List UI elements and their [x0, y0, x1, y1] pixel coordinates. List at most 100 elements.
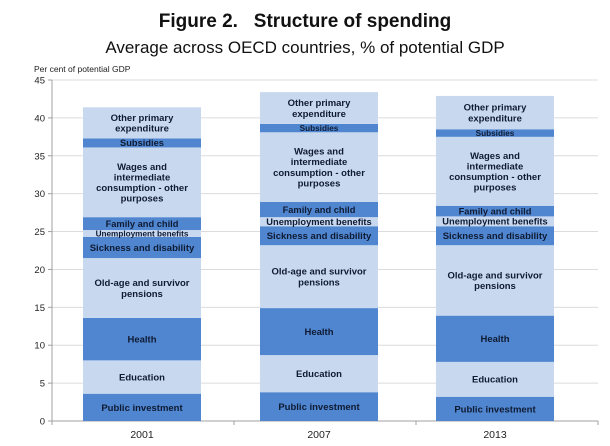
segment-label-line: Sickness and disability: [90, 243, 195, 254]
chart-subtitle: Average across OECD countries, % of pote…: [105, 38, 505, 57]
segment-label-line: Unemployment benefits: [266, 217, 371, 227]
segment-label: Old-age and survivor pensions: [94, 278, 189, 300]
segment-label-line: consumption - other: [273, 168, 365, 179]
segment-label-line: intermediate: [114, 172, 171, 183]
segment-label-line: pensions: [298, 277, 340, 288]
y-tick-label: 5: [40, 379, 45, 390]
segment-label-line: Other primary: [464, 103, 528, 114]
bar-segment: [436, 245, 554, 316]
bar-segment: [260, 123, 378, 133]
bar-segment: [260, 226, 378, 246]
segment-label: Sickness and disability: [267, 231, 372, 242]
segment-label: Health: [480, 334, 509, 345]
segment-label-line: expenditure: [292, 109, 346, 120]
segment-label-line: Other primary: [111, 113, 175, 124]
bar-segment: [436, 129, 554, 137]
y-tick-label: 35: [34, 151, 45, 162]
bar-segment: [83, 258, 201, 318]
segment-label-line: Family and child: [283, 205, 356, 215]
segment-label: Family and child: [283, 205, 356, 215]
segment-label-line: Old-age and survivor: [94, 278, 189, 289]
segment-label-line: Public investment: [454, 404, 536, 415]
bar-segment: [436, 95, 554, 130]
segment-label: Sickness and disability: [443, 231, 548, 242]
segment-label-line: Other primary: [288, 98, 352, 109]
segment-label: Subsidies: [476, 129, 515, 138]
segment-label-line: purposes: [474, 183, 517, 194]
y-tick-label: 15: [34, 303, 45, 314]
segment-label-line: Subsidies: [476, 129, 515, 138]
segment-label-line: purposes: [121, 194, 164, 205]
bar-segment: [83, 230, 201, 237]
segment-label: Unemployment benefits: [96, 229, 189, 238]
y-tick-label: 30: [34, 189, 45, 200]
segment-label: Subsidies: [120, 138, 164, 148]
bar-segment: [260, 132, 378, 203]
segment-label-line: pensions: [121, 289, 163, 300]
segment-label-line: Sickness and disability: [443, 231, 548, 242]
segment-label-line: Wages and: [117, 162, 167, 173]
segment-label: Public investment: [454, 404, 536, 415]
y-tick-label: 45: [34, 76, 45, 87]
segment-label-line: Education: [472, 375, 518, 386]
y-tick-label: 0: [40, 417, 45, 428]
segment-label-line: Sickness and disability: [267, 231, 372, 242]
bar-segment: [260, 92, 378, 124]
segment-label-line: expenditure: [468, 113, 522, 124]
segment-label: Other primary expenditure: [111, 113, 175, 135]
segment-label-line: consumption - other: [449, 172, 541, 183]
segment-label: Wages and intermediate consumption - other…: [273, 147, 365, 190]
segment-label: Other primary expenditure: [464, 103, 528, 125]
segment-label: Sickness and disability: [90, 243, 195, 254]
bar-segment: [260, 217, 378, 227]
bar-segment: [436, 136, 554, 206]
segment-label: Subsidies: [300, 124, 339, 133]
y-tick-label: 10: [34, 341, 45, 352]
segment-label: Family and child: [459, 206, 532, 216]
segment-label-line: Subsidies: [300, 124, 339, 133]
segment-label: Public investment: [101, 403, 183, 414]
x-category-label: 2007: [307, 429, 331, 441]
segment-label: Wages and intermediate consumption - other…: [449, 151, 541, 194]
segment-label-line: Health: [304, 327, 333, 338]
segment-label-line: consumption - other: [96, 183, 188, 194]
y-tick-label: 40: [34, 113, 45, 124]
bar-segment: [260, 245, 378, 309]
segment-label-line: Health: [127, 335, 156, 346]
segment-label-line: Family and child: [106, 219, 179, 229]
segment-label: Education: [472, 375, 518, 386]
segment-label-line: Subsidies: [120, 138, 164, 148]
segment-label: Old-age and survivor pensions: [447, 271, 542, 293]
segment-label-line: Unemployment benefits: [96, 229, 189, 238]
segment-label-line: Education: [119, 372, 165, 383]
bar-segment: [436, 205, 554, 217]
segment-label-line: Wages and: [470, 151, 520, 162]
bar-segment: [436, 226, 554, 246]
y-tick-label: 20: [34, 265, 45, 276]
chart-title: Figure 2. Structure of spending: [158, 11, 452, 32]
segment-label-line: Education: [296, 369, 342, 380]
segment-label-line: Public investment: [101, 403, 183, 414]
bar-segment: [260, 355, 378, 393]
segment-label: Health: [304, 327, 333, 338]
segment-label: Wages and intermediate consumption - other…: [96, 162, 188, 205]
bar-segment: [83, 147, 201, 218]
bar-segment: [83, 393, 201, 421]
bar-segment: [83, 107, 201, 139]
x-category-label: 2001: [130, 429, 154, 441]
bar-segment: [260, 392, 378, 421]
bar-segment: [260, 202, 378, 218]
segment-label-line: pensions: [474, 281, 516, 292]
segment-label: Public investment: [278, 402, 360, 413]
bar-segment: [260, 308, 378, 356]
bar-segment: [83, 360, 201, 394]
segment-label: Unemployment benefits: [266, 217, 371, 227]
segment-label-line: Public investment: [278, 402, 360, 413]
segment-label-line: intermediate: [291, 157, 348, 168]
segment-label: Other primary expenditure: [288, 98, 352, 120]
segment-label-line: intermediate: [467, 161, 524, 172]
y-axis-label: Per cent of potential GDP: [34, 64, 131, 74]
segment-label: Education: [296, 369, 342, 380]
segment-label: Family and child: [106, 219, 179, 229]
